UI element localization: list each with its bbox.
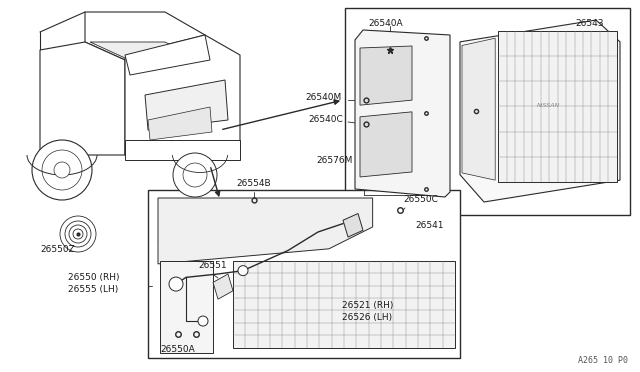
Polygon shape [460, 20, 620, 202]
Polygon shape [343, 214, 363, 237]
Polygon shape [40, 42, 125, 155]
Text: 26550 (RH): 26550 (RH) [68, 273, 120, 282]
Text: 26541: 26541 [416, 221, 444, 230]
Bar [345, 8, 630, 215]
Polygon shape [355, 30, 450, 197]
Text: 26550Z: 26550Z [40, 245, 76, 254]
Text: 26526 (LH): 26526 (LH) [342, 313, 392, 322]
Text: 26540C: 26540C [308, 115, 343, 124]
Circle shape [238, 266, 248, 276]
Polygon shape [158, 198, 372, 264]
Polygon shape [85, 12, 205, 60]
Text: 26554B: 26554B [236, 179, 271, 188]
Text: 26576M: 26576M [316, 156, 353, 165]
Text: 26551: 26551 [198, 261, 227, 270]
Circle shape [183, 163, 207, 187]
Text: 26555 (LH): 26555 (LH) [68, 285, 118, 294]
Polygon shape [360, 46, 412, 105]
Text: 26540A: 26540A [368, 19, 403, 28]
Polygon shape [360, 112, 412, 177]
Text: NISSAN: NISSAN [536, 103, 559, 108]
Polygon shape [145, 80, 228, 130]
Polygon shape [125, 35, 210, 75]
Bar [499, 31, 617, 182]
Circle shape [173, 153, 217, 197]
Bar [233, 260, 455, 348]
Text: 26543: 26543 [575, 19, 604, 28]
Bar [148, 190, 460, 358]
Polygon shape [462, 38, 495, 180]
Text: 26550A: 26550A [160, 345, 195, 354]
Text: 26540M: 26540M [305, 93, 341, 102]
Text: A265 10 P0: A265 10 P0 [578, 356, 628, 365]
Polygon shape [125, 35, 240, 155]
Circle shape [169, 277, 183, 291]
Circle shape [54, 162, 70, 178]
Circle shape [42, 150, 82, 190]
Polygon shape [160, 260, 213, 353]
Polygon shape [213, 274, 233, 299]
Polygon shape [90, 42, 198, 58]
Circle shape [198, 316, 208, 326]
Circle shape [32, 140, 92, 200]
Polygon shape [125, 140, 240, 160]
Text: 26521 (RH): 26521 (RH) [342, 301, 394, 310]
Text: 26550C: 26550C [403, 195, 438, 204]
Polygon shape [148, 107, 212, 140]
